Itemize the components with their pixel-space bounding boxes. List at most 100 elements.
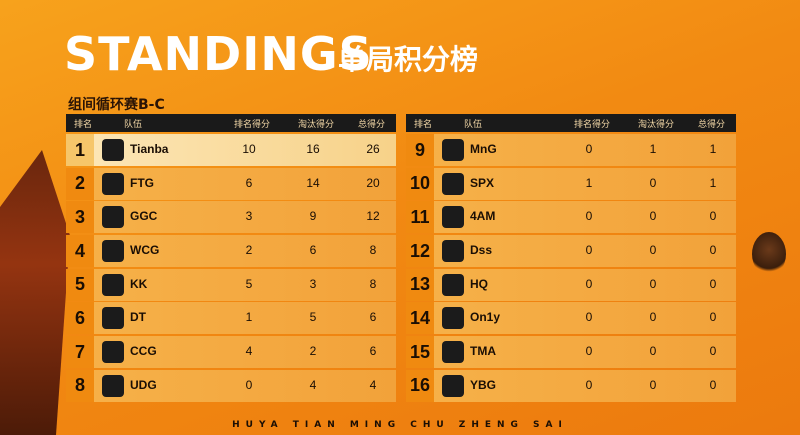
kill-points: 0 xyxy=(649,276,657,291)
placement-points: 0 xyxy=(585,209,593,224)
standings-row: 4 WCG 2 6 8 xyxy=(66,235,396,268)
team-logo-icon xyxy=(102,172,124,195)
table-body: 9 MnG 0 1 1 10 SPX 1 0 1 11 4AM 0 0 0 12 Dss 0 0 0 13 HQ 0 0 0 14… xyxy=(406,134,736,402)
rank-number: 15 xyxy=(406,336,434,369)
kill-points: 0 xyxy=(649,209,657,224)
team-name: SPX xyxy=(470,175,495,190)
standings-row: 8 UDG 0 4 4 xyxy=(66,369,396,402)
kill-points: 6 xyxy=(309,243,317,258)
header-kills: 淘汰得分 xyxy=(638,120,675,130)
total-points: 0 xyxy=(709,344,717,359)
kill-points: 9 xyxy=(309,209,317,224)
kill-points: 3 xyxy=(309,276,317,291)
standings-row: 9 MnG 0 1 1 xyxy=(406,134,736,166)
total-points: 6 xyxy=(369,344,377,359)
header-placement: 排名得分 xyxy=(574,120,611,130)
standings-row: 2 FTG 6 14 20 xyxy=(66,167,396,200)
rank-number: 11 xyxy=(406,201,434,234)
standings-table-left: 排名 队伍 排名得分 淘汰得分 总得分 1 Tianba 10 16 26 2 FTG 6 14… xyxy=(66,114,396,404)
placement-points: 2 xyxy=(245,243,253,258)
standings-row: 12 Dss 0 0 0 xyxy=(406,235,736,268)
kill-points: 16 xyxy=(306,142,320,156)
team-logo-icon xyxy=(442,307,464,330)
standings-row: 16 YBG 0 0 0 xyxy=(406,369,736,402)
table-body: 1 Tianba 10 16 26 2 FTG 6 14 20 3 GGC 3 9 12 4 WCG 2 6 8 5 KK… xyxy=(66,134,396,402)
team-name: Dss xyxy=(470,243,493,258)
placement-points: 0 xyxy=(585,243,593,258)
team-logo-icon xyxy=(102,206,124,229)
header-placement: 排名得分 xyxy=(234,120,271,130)
standings-row: 10 SPX 1 0 1 xyxy=(406,167,736,200)
rank-number: 2 xyxy=(66,167,94,200)
total-points: 8 xyxy=(369,276,377,291)
placement-points: 0 xyxy=(585,142,593,156)
total-points: 0 xyxy=(709,377,717,392)
team-logo-icon xyxy=(442,206,464,229)
total-points: 6 xyxy=(369,310,377,325)
kill-points: 0 xyxy=(649,243,657,258)
team-logo-icon xyxy=(442,273,464,296)
header-total: 总得分 xyxy=(358,120,386,130)
standings-row: 13 HQ 0 0 0 xyxy=(406,268,736,301)
total-points: 4 xyxy=(369,377,377,392)
standings-row: 7 CCG 4 2 6 xyxy=(66,336,396,369)
team-name: TMA xyxy=(470,344,496,359)
team-name: KK xyxy=(130,276,148,291)
header-kills: 淘汰得分 xyxy=(298,120,335,130)
standings-row: 5 KK 5 3 8 xyxy=(66,268,396,301)
rank-number: 4 xyxy=(66,235,94,268)
rank-number: 10 xyxy=(406,167,434,200)
total-points: 8 xyxy=(369,243,377,258)
standings-table-right: 排名 队伍 排名得分 淘汰得分 总得分 9 MnG 0 1 1 10 SPX 1 0 1 11 4AM… xyxy=(406,114,736,404)
placement-points: 0 xyxy=(585,310,593,325)
team-logo-icon xyxy=(442,374,464,397)
team-name: GGC xyxy=(130,209,158,224)
team-logo-icon xyxy=(102,240,124,263)
total-points: 20 xyxy=(366,175,380,190)
rank-number: 5 xyxy=(66,268,94,301)
placement-points: 5 xyxy=(245,276,253,291)
standings-row: 3 GGC 3 9 12 xyxy=(66,201,396,234)
kill-points: 2 xyxy=(309,344,317,359)
placement-points: 1 xyxy=(585,175,593,190)
kill-points: 0 xyxy=(649,175,657,190)
team-name: MnG xyxy=(470,142,497,156)
team-name: On1y xyxy=(470,310,501,325)
rank-number: 12 xyxy=(406,235,434,268)
header-team: 队伍 xyxy=(464,120,483,130)
rank-number: 6 xyxy=(66,302,94,335)
background-decoration-left xyxy=(0,150,70,435)
team-name: WCG xyxy=(130,243,160,258)
team-name: UDG xyxy=(130,377,157,392)
footer-banner: HUYA TIAN MING CHU ZHENG SAI xyxy=(232,420,568,430)
rank-number: 1 xyxy=(66,134,94,166)
placement-points: 1 xyxy=(245,310,253,325)
background-figure-right xyxy=(752,232,786,276)
header-team: 队伍 xyxy=(124,120,143,130)
placement-points: 0 xyxy=(585,377,593,392)
team-logo-icon xyxy=(102,139,124,161)
rank-number: 3 xyxy=(66,201,94,234)
team-logo-icon xyxy=(102,341,124,364)
team-logo-icon xyxy=(102,374,124,397)
placement-points: 0 xyxy=(585,344,593,359)
team-logo-icon xyxy=(442,341,464,364)
total-points: 0 xyxy=(709,310,717,325)
kill-points: 14 xyxy=(306,175,320,190)
placement-points: 3 xyxy=(245,209,253,224)
header-rank: 排名 xyxy=(414,120,433,130)
team-name: 4AM xyxy=(470,209,496,224)
team-logo-icon xyxy=(442,172,464,195)
standings-row: 6 DT 1 5 6 xyxy=(66,302,396,335)
rank-number: 9 xyxy=(406,134,434,166)
kill-points: 5 xyxy=(309,310,317,325)
total-points: 0 xyxy=(709,276,717,291)
standings-row: 15 TMA 0 0 0 xyxy=(406,336,736,369)
total-points: 26 xyxy=(366,142,380,156)
rank-number: 14 xyxy=(406,302,434,335)
team-logo-icon xyxy=(102,307,124,330)
rank-number: 13 xyxy=(406,268,434,301)
header-total: 总得分 xyxy=(698,120,726,130)
standings-row: 11 4AM 0 0 0 xyxy=(406,201,736,234)
standings-row: 1 Tianba 10 16 26 xyxy=(66,134,396,166)
